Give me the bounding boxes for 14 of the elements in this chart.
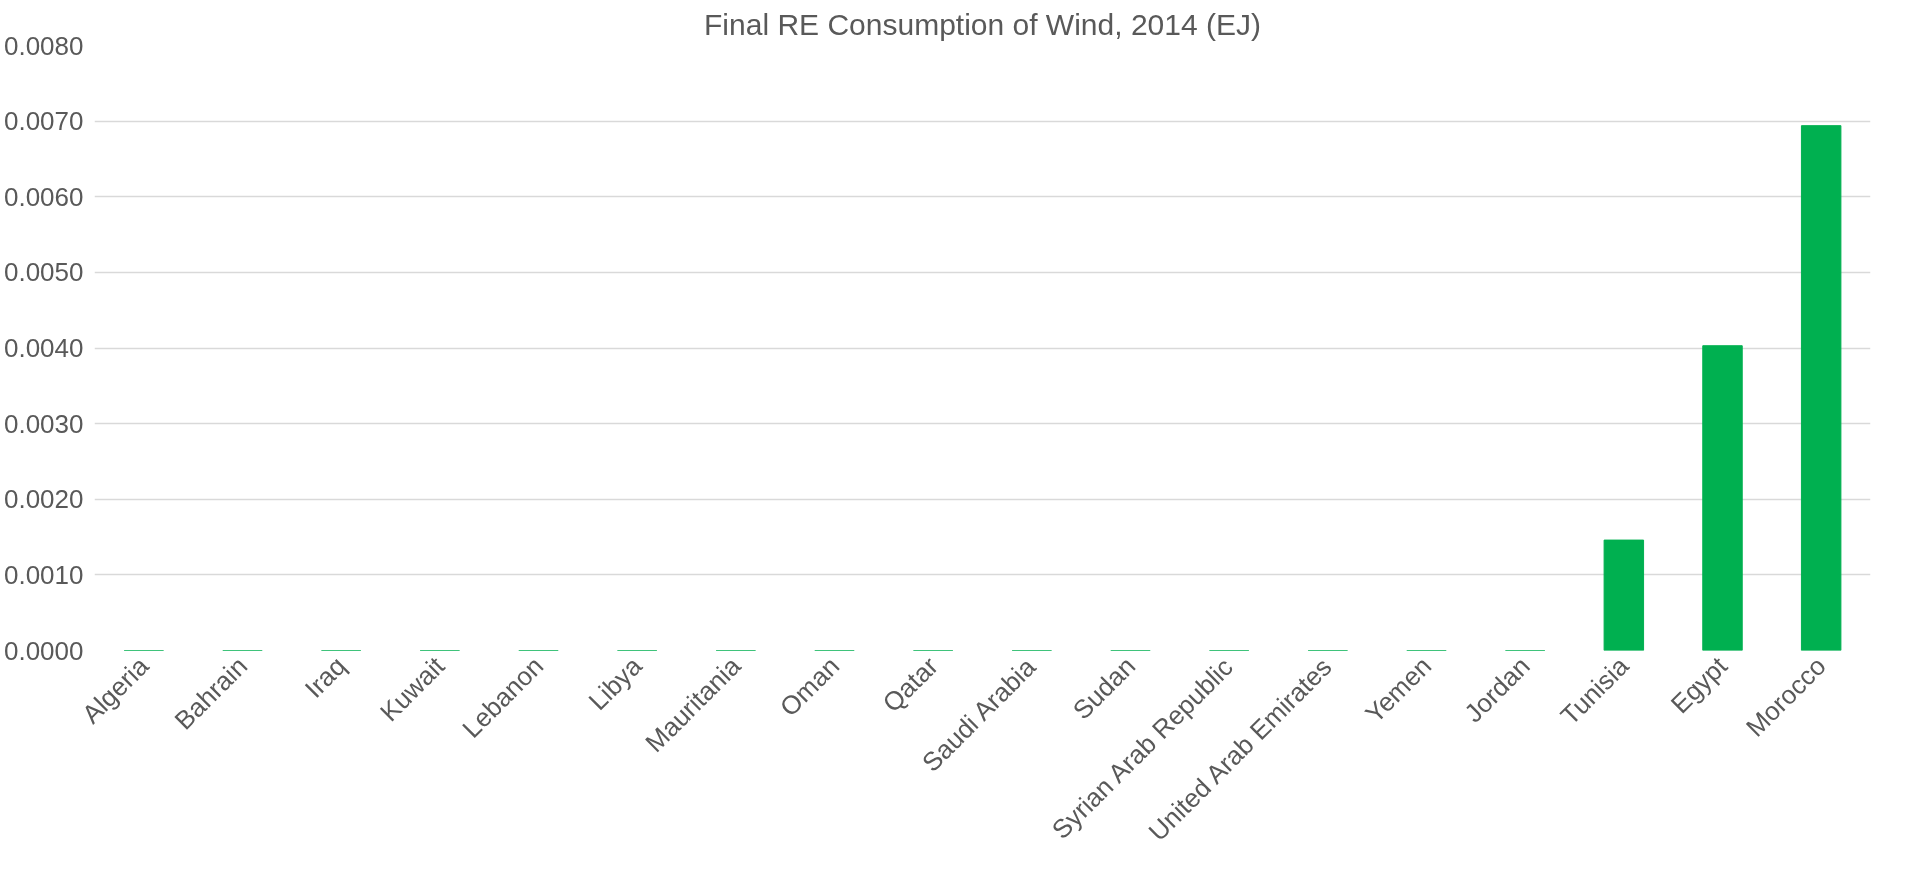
y-tick-label: 0.0050 [3,257,84,288]
y-tick-label: 0.0040 [3,333,84,363]
x-tick-label: Iraq [298,650,352,704]
y-tick-label: 0.0030 [3,408,84,439]
y-tick-label: 0.0080 [3,30,84,61]
y-tick-label: 0.0000 [3,635,84,666]
bar [1800,125,1842,651]
chart-title: Final RE Consumption of Wind, 2014 (EJ) [704,7,1261,41]
bar [1603,539,1645,651]
y-tick-label: 0.0060 [3,181,84,212]
y-tick-label: 0.0020 [3,484,84,515]
bar [1702,345,1743,651]
y-tick-label: 0.0010 [3,559,84,590]
y-tick-label: 0.0070 [3,106,84,137]
